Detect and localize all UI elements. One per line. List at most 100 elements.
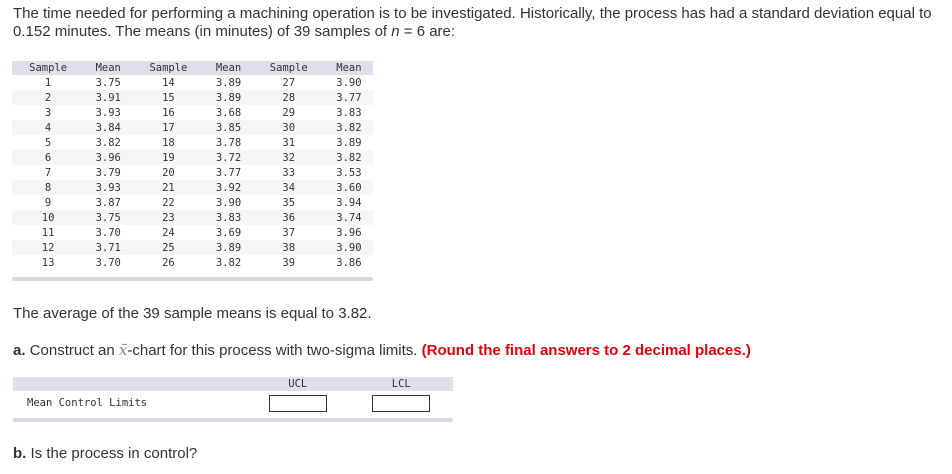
sample-cell: 39: [282, 256, 296, 269]
column-header: Mean: [84, 61, 133, 75]
mean-cell: 3.74: [324, 210, 373, 225]
mean-cell: 3.87: [95, 196, 121, 209]
mean-cell: 3.69: [215, 226, 242, 239]
lcl-input[interactable]: [372, 394, 431, 412]
mean-cell: 3.82: [324, 120, 373, 135]
mean-cell: 3.89: [336, 136, 362, 149]
sample-cell: 17: [132, 120, 205, 135]
control-limits-table: UCL LCL Mean Control Limits: [13, 377, 453, 415]
table-row: 12 3.71 25 3.89 38 3.90: [12, 240, 373, 255]
sample-cell: 20: [162, 166, 175, 179]
sample-cell: 23: [132, 210, 205, 225]
table-row: 7 3.79 20 3.77 33 3.53: [12, 165, 373, 180]
table-row: 6 3.96 19 3.72 32 3.82: [12, 150, 373, 165]
mean-cell: 3.78: [215, 136, 242, 149]
mean-cell: 3.91: [84, 90, 133, 105]
part-a-question: a. Construct an x̄-chart for this proces…: [13, 341, 751, 359]
column-header: Mean: [324, 61, 373, 75]
part-b-question: b. Is the process in control?: [13, 445, 198, 462]
table-row: 5 3.82 18 3.78 31 3.89: [12, 135, 373, 150]
mean-cell: 3.90: [324, 240, 373, 255]
mean-cell: 3.72: [204, 150, 253, 165]
mean-cell: 3.90: [336, 76, 362, 89]
sample-means-table: Sample Mean Sample Mean Sample Mean 1 3.75 14 3.…: [12, 61, 373, 270]
sample-cell: 4: [12, 120, 85, 135]
mean-cell: 3.89: [215, 76, 242, 89]
sample-cell: 27: [282, 76, 296, 89]
mean-cell: 3.77: [324, 90, 373, 105]
table-row: 11 3.70 24 3.69 37 3.96: [12, 225, 373, 240]
sample-cell: 30: [252, 120, 325, 135]
sample-cell: 31: [282, 136, 296, 149]
sample-cell: 28: [252, 90, 325, 105]
sample-cell: 38: [252, 240, 325, 255]
sample-cell: 33: [282, 166, 296, 179]
table-divider: [12, 277, 373, 281]
mean-cell: 3.82: [215, 256, 242, 269]
ucl-header: UCL: [246, 377, 350, 391]
column-header: Sample: [252, 61, 325, 75]
mean-cell: 3.93: [84, 180, 133, 195]
sample-cell: 6: [12, 150, 85, 165]
sample-cell: 2: [12, 90, 85, 105]
mean-cell: 3.92: [204, 180, 253, 195]
sample-cell: 3: [44, 106, 52, 119]
mean-cell: 3.77: [215, 166, 242, 179]
column-header: Sample: [12, 61, 85, 75]
sample-cell: 22: [162, 196, 175, 209]
sample-cell: 29: [282, 106, 296, 119]
limits-divider: [13, 418, 453, 422]
table-row: 13 3.70 26 3.82 39 3.86: [12, 255, 373, 270]
lcl-header: LCL: [349, 377, 453, 391]
mean-cell: 3.96: [84, 150, 133, 165]
sample-cell: 19: [132, 150, 205, 165]
sample-cell: 35: [282, 196, 296, 209]
mean-cell: 3.70: [95, 226, 121, 239]
sample-cell: 18: [162, 136, 175, 149]
mean-cell: 3.75: [95, 76, 121, 89]
mean-cell: 3.75: [84, 210, 133, 225]
sample-cell: 1: [44, 76, 52, 89]
mean-cell: 3.60: [324, 180, 373, 195]
ucl-input[interactable]: [268, 394, 327, 412]
column-header: Mean: [204, 61, 253, 75]
mean-cell: 3.70: [95, 256, 121, 269]
sample-cell: 8: [12, 180, 85, 195]
table-row: 2 3.91 15 3.89 28 3.77: [12, 90, 373, 105]
mean-cell: 3.82: [324, 150, 373, 165]
problem-intro: The time needed for performing a machini…: [13, 5, 932, 40]
table-row: 8 3.93 21 3.92 34 3.60: [12, 180, 373, 195]
sample-cell: 13: [41, 256, 55, 269]
mean-cell: 3.89: [204, 240, 253, 255]
sample-cell: 26: [162, 256, 175, 269]
mean-cell: 3.83: [336, 106, 362, 119]
mean-cell: 3.96: [336, 226, 362, 239]
table-row: 4 3.84 17 3.85 30 3.82: [12, 120, 373, 135]
sample-cell: 37: [282, 226, 296, 239]
sample-cell: 16: [162, 106, 175, 119]
sample-cell: 12: [12, 240, 85, 255]
sample-cell: 15: [132, 90, 205, 105]
sample-cell: 21: [132, 180, 205, 195]
mean-cell: 3.71: [84, 240, 133, 255]
sample-cell: 7: [44, 166, 52, 179]
mean-cell: 3.86: [336, 256, 362, 269]
mean-cell: 3.53: [336, 166, 362, 179]
sample-cell: 10: [12, 210, 85, 225]
sample-cell: 5: [44, 136, 52, 149]
table-row: 1 3.75 14 3.89 27 3.90: [12, 75, 373, 90]
mean-cell: 3.68: [215, 106, 242, 119]
sample-cell: 11: [41, 226, 55, 239]
mean-cell: 3.85: [204, 120, 253, 135]
sample-cell: 14: [162, 76, 175, 89]
sample-cell: 25: [132, 240, 205, 255]
sample-cell: 9: [44, 196, 52, 209]
mean-cell: 3.83: [204, 210, 253, 225]
average-text: The average of the 39 sample means is eq…: [13, 305, 372, 322]
sample-cell: 24: [162, 226, 175, 239]
table-row: 9 3.87 22 3.90 35 3.94: [12, 195, 373, 210]
sample-cell: 32: [252, 150, 325, 165]
mean-cell: 3.93: [95, 106, 121, 119]
mean-cell: 3.89: [204, 90, 253, 105]
mean-cell: 3.82: [95, 136, 121, 149]
